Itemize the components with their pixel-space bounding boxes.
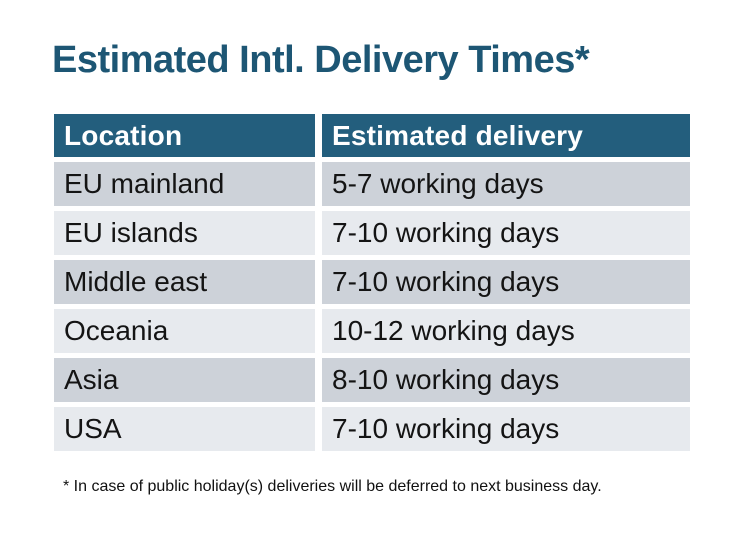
location-cell: Middle east [54, 260, 315, 304]
delivery-cell: 8-10 working days [322, 358, 690, 402]
location-cell: EU mainland [54, 162, 315, 206]
delivery-cell: 7-10 working days [322, 211, 690, 255]
location-cell: EU islands [54, 211, 315, 255]
location-cell: Asia [54, 358, 315, 402]
delivery-cell: 7-10 working days [322, 260, 690, 304]
column-header-estimated-delivery: Estimated delivery [322, 114, 690, 157]
column-header-location: Location [54, 114, 315, 157]
delivery-times-table: Location Estimated delivery EU mainland … [54, 114, 690, 451]
delivery-cell: 10-12 working days [322, 309, 690, 353]
delivery-cell: 7-10 working days [322, 407, 690, 451]
location-cell: USA [54, 407, 315, 451]
delivery-cell: 5-7 working days [322, 162, 690, 206]
page-title: Estimated Intl. Delivery Times* [52, 39, 590, 81]
location-cell: Oceania [54, 309, 315, 353]
footnote: * In case of public holiday(s) deliverie… [63, 478, 602, 495]
